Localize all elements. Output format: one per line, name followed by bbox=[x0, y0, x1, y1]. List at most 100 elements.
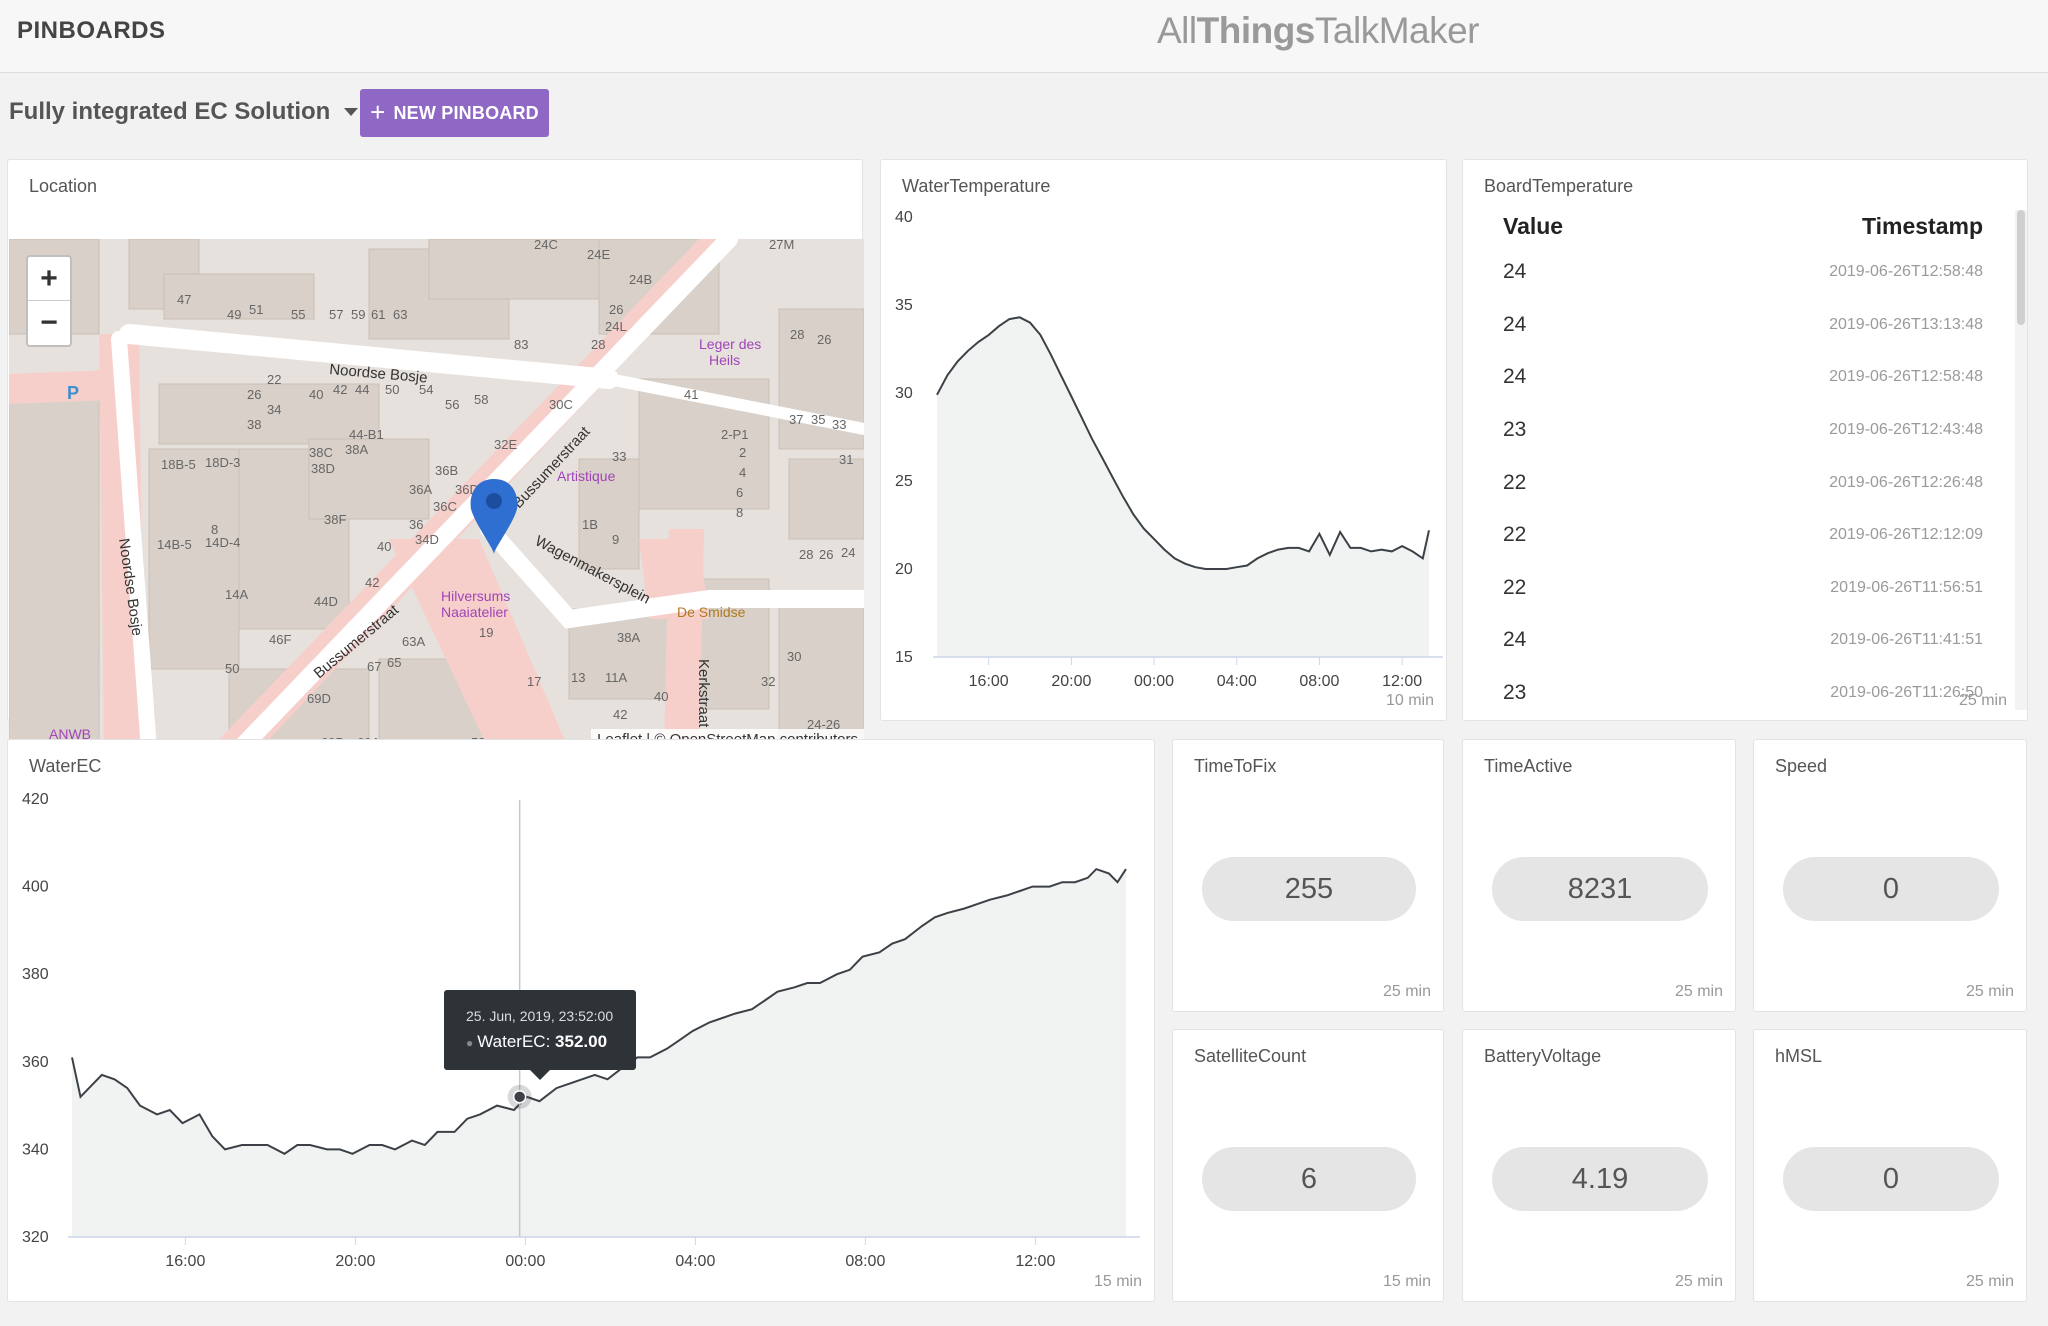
y-tick-label: 320 bbox=[22, 1229, 49, 1246]
svg-text:Hilversums: Hilversums bbox=[441, 588, 510, 604]
svg-text:40: 40 bbox=[654, 689, 668, 704]
metric-value: 255 bbox=[1202, 857, 1416, 921]
table-row: 23 2019-06-26T12:43:48 bbox=[1503, 404, 1983, 457]
svg-text:46F: 46F bbox=[269, 632, 291, 647]
svg-text:42: 42 bbox=[333, 382, 347, 397]
svg-text:32: 32 bbox=[761, 674, 775, 689]
map[interactable]: Noordse Bosje Bussumerstraat Bussumerstr… bbox=[9, 239, 864, 750]
row-value: 24 bbox=[1503, 260, 1527, 284]
row-value: 23 bbox=[1503, 418, 1527, 442]
svg-text:42: 42 bbox=[613, 707, 627, 722]
metric-value: 6 bbox=[1202, 1147, 1416, 1211]
svg-text:17: 17 bbox=[527, 674, 541, 689]
svg-text:30: 30 bbox=[787, 649, 801, 664]
tooltip-date: 25. Jun, 2019, 23:52:00 bbox=[466, 1008, 614, 1024]
svg-text:54: 54 bbox=[419, 382, 433, 397]
parking-icon: P bbox=[67, 383, 79, 403]
svg-text:14B-5: 14B-5 bbox=[157, 537, 192, 552]
table-row: 23 2019-06-26T11:26:50 bbox=[1503, 667, 1983, 720]
map-tiles: Noordse Bosje Bussumerstraat Bussumerstr… bbox=[9, 239, 864, 750]
zoom-in-button[interactable]: + bbox=[28, 257, 70, 301]
map-pin-icon bbox=[470, 479, 518, 554]
x-tick-label: 12:00 bbox=[1382, 673, 1422, 690]
svg-text:24-26: 24-26 bbox=[807, 717, 840, 732]
svg-text:19: 19 bbox=[479, 625, 493, 640]
board-temperature-card: BoardTemperature Value Timestamp 24 2019-… bbox=[1462, 159, 2028, 721]
metric-value: 8231 bbox=[1492, 857, 1708, 921]
svg-text:34D: 34D bbox=[415, 532, 439, 547]
svg-text:Heils: Heils bbox=[709, 352, 740, 368]
hover-point[interactable] bbox=[512, 1090, 527, 1104]
x-tick-label: 20:00 bbox=[335, 1253, 375, 1270]
x-tick-label: 04:00 bbox=[1217, 673, 1257, 690]
svg-text:27M: 27M bbox=[769, 239, 794, 252]
svg-text:28: 28 bbox=[799, 547, 813, 562]
water-ec-chart[interactable]: 420 400 380 360 340 320 16:00 20:00 00:00 04:00 08… bbox=[8, 740, 1156, 1303]
svg-text:24L: 24L bbox=[605, 319, 627, 334]
zoom-out-button[interactable]: − bbox=[40, 306, 58, 339]
table-row: 22 2019-06-26T12:26:48 bbox=[1503, 456, 1983, 509]
scrollbar-thumb[interactable] bbox=[2017, 210, 2025, 325]
svg-text:83: 83 bbox=[514, 337, 528, 352]
new-pinboard-button[interactable]: + NEW PINBOARD bbox=[360, 89, 549, 137]
svg-text:47: 47 bbox=[177, 292, 191, 307]
svg-text:38: 38 bbox=[247, 417, 261, 432]
water-ec-card: WaterEC 420 400 380 360 340 320 16:00 20:00 00:0… bbox=[7, 739, 1155, 1302]
svg-text:38A: 38A bbox=[345, 442, 368, 457]
chevron-down-icon bbox=[344, 108, 359, 116]
card-title: WaterTemperature bbox=[902, 176, 1051, 196]
svg-text:31: 31 bbox=[839, 452, 853, 467]
card-title: TimeActive bbox=[1484, 756, 1573, 776]
svg-text:Leger des: Leger des bbox=[699, 336, 761, 352]
svg-text:24B: 24B bbox=[629, 272, 652, 287]
row-timestamp: 2019-06-26T12:58:48 bbox=[1829, 263, 1983, 281]
svg-text:49: 49 bbox=[227, 307, 241, 322]
svg-text:38D: 38D bbox=[311, 461, 335, 476]
svg-text:57: 57 bbox=[329, 307, 343, 322]
card-title: BatteryVoltage bbox=[1484, 1046, 1602, 1066]
svg-text:67: 67 bbox=[367, 659, 381, 674]
svg-text:14D-4: 14D-4 bbox=[205, 535, 240, 550]
svg-text:26: 26 bbox=[247, 387, 261, 402]
card-title: Speed bbox=[1775, 756, 1828, 776]
table-scrollbar[interactable] bbox=[2015, 210, 2027, 710]
svg-text:26: 26 bbox=[819, 547, 833, 562]
x-tick-label: 00:00 bbox=[505, 1253, 545, 1270]
row-value: 24 bbox=[1503, 312, 1527, 336]
metric-card-hmsl: hMSL 0 25 min bbox=[1753, 1029, 2027, 1302]
y-tick-label: 35 bbox=[895, 297, 913, 314]
zoom-control: + − bbox=[26, 255, 72, 347]
svg-text:58: 58 bbox=[474, 392, 488, 407]
card-age: 15 min bbox=[1093, 1273, 1142, 1290]
svg-text:44: 44 bbox=[355, 382, 369, 397]
y-tick-label: 25 bbox=[895, 473, 913, 490]
row-timestamp: 2019-06-26T12:12:09 bbox=[1829, 526, 1983, 544]
table-row: 22 2019-06-26T11:56:51 bbox=[1503, 562, 1983, 615]
svg-text:18D-3: 18D-3 bbox=[205, 455, 240, 470]
svg-text:8: 8 bbox=[211, 522, 218, 537]
column-header-value: Value bbox=[1503, 212, 1564, 239]
board-temperature-table: Value Timestamp 24 2019-06-26T12:58:48 24 2… bbox=[1503, 206, 1983, 719]
map-poi-labels: Leger des Heils Artistique Hilversums Na… bbox=[49, 336, 761, 742]
svg-text:44-B1: 44-B1 bbox=[349, 427, 384, 442]
table-row: 24 2019-06-26T13:13:48 bbox=[1503, 299, 1983, 352]
y-tick-label: 380 bbox=[22, 966, 49, 983]
svg-text:33: 33 bbox=[612, 449, 626, 464]
page-title: PINBOARDS bbox=[17, 17, 166, 44]
svg-text:22: 22 bbox=[267, 372, 281, 387]
card-age: 25 min bbox=[1965, 1273, 2014, 1290]
pinboard-selector[interactable]: Fully integrated EC Solution bbox=[9, 98, 359, 126]
metric-card-time-to-fix: TimeToFix 255 25 min bbox=[1172, 739, 1444, 1012]
series-line bbox=[71, 867, 1127, 1155]
water-temperature-chart[interactable]: 40 35 30 25 20 15 16:00 20:00 00:00 04:00 08:00 12:… bbox=[881, 160, 1448, 722]
svg-text:40: 40 bbox=[377, 539, 391, 554]
row-value: 22 bbox=[1503, 575, 1527, 599]
card-age: 25 min bbox=[1674, 1273, 1723, 1290]
table-body: 24 2019-06-26T12:58:48 24 2019-06-26T13:13:… bbox=[1503, 246, 1983, 719]
svg-text:36C: 36C bbox=[433, 499, 457, 514]
x-tick-label: 16:00 bbox=[165, 1253, 205, 1270]
series-area bbox=[72, 869, 1126, 1237]
svg-text:4: 4 bbox=[739, 465, 746, 480]
y-tick-label: 30 bbox=[895, 385, 913, 402]
svg-text:26: 26 bbox=[817, 332, 831, 347]
